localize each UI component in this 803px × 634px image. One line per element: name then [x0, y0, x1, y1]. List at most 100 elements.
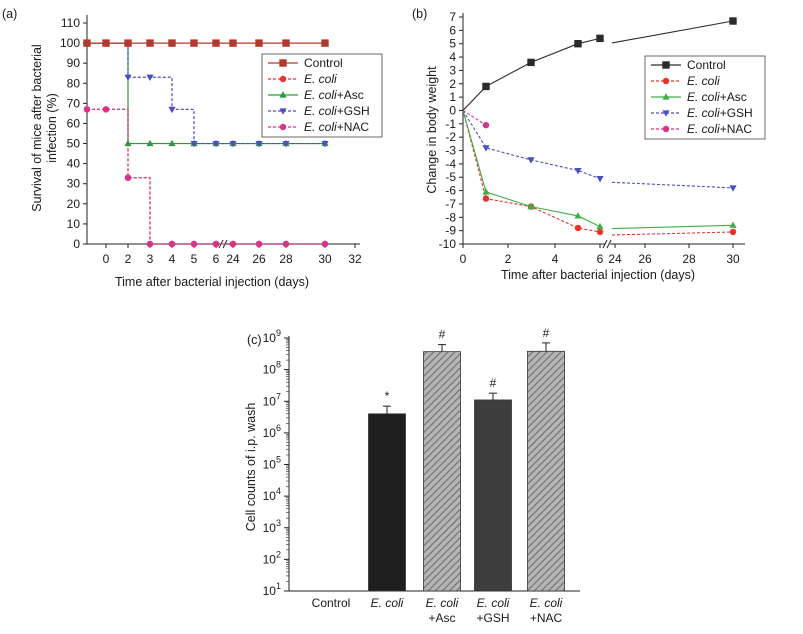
b-legend-marker-3	[662, 110, 670, 117]
b-series-2-point-3	[574, 212, 582, 219]
b-axis-break-1	[602, 239, 608, 249]
c-bar-2	[423, 351, 461, 592]
c-ytick-label-1: 102	[263, 549, 281, 566]
b-legend-marker-2	[662, 93, 670, 100]
a-legend-label-1: E. coli	[304, 72, 337, 86]
b-series-line-right-3	[611, 181, 734, 189]
a-series-4-point-4	[168, 240, 176, 248]
b-legend-marker-0	[662, 61, 670, 69]
c-annotation-3: #	[490, 376, 497, 390]
c-annotation-2: #	[439, 328, 446, 342]
b-ytick-label-10: 0	[449, 103, 456, 117]
b-ytick-label-13: 3	[449, 63, 456, 77]
panel-c-label: (c)	[247, 333, 262, 347]
a-xtick-label-10: 32	[348, 252, 362, 266]
a-axis-break-1	[218, 239, 224, 249]
b-legend: Control E. coli E. coli+Asc E. coli+GSH E. c…	[644, 55, 766, 140]
b-legend-marker-1	[662, 77, 670, 85]
a-series-0-point-8	[255, 39, 263, 47]
a-legend-marker-2	[279, 91, 287, 98]
b-ytick-label-3: -7	[445, 197, 456, 211]
a-ytick-label-0: 0	[73, 237, 80, 251]
a-series-2-point-2	[124, 139, 132, 147]
a-series-3-point-8	[255, 140, 263, 148]
b-series-2-point-4	[596, 222, 604, 230]
b-ytick-label-2: -8	[445, 210, 456, 224]
a-series-3-point-9	[282, 140, 290, 148]
b-xtick-label-4: 24	[608, 252, 622, 266]
c-ytick-label-2: 103	[263, 518, 281, 535]
a-series-2-point-3	[146, 139, 154, 147]
a-series-0-point-3	[146, 39, 154, 47]
b-xtick-label-0: 0	[460, 252, 467, 266]
a-xtick-label-9: 30	[318, 252, 332, 266]
a-legend: Control E. coli E. coli+Asc E. coli+GSH E. c…	[261, 53, 383, 138]
a-xtick-label-5: 6	[213, 252, 220, 266]
b-series-1-point-3	[574, 224, 582, 232]
a-x-axis-label: Time after bacterial injection (days)	[115, 275, 309, 289]
b-series-3-point-1	[482, 145, 490, 152]
a-series-4-point-1	[102, 106, 110, 113]
a-xtick-label-4: 5	[191, 252, 198, 266]
c-ytick-label-3: 104	[263, 486, 281, 503]
a-xtick-label-0: 0	[103, 252, 110, 266]
b-xtick-label-7: 30	[726, 252, 740, 266]
a-series-3-point-4	[168, 106, 176, 114]
a-series-3-point-10	[321, 140, 329, 148]
panel-a-label: (a)	[2, 7, 17, 21]
a-xtick-label-6: 24	[226, 252, 240, 266]
c-category-label-1: E. coli	[371, 596, 404, 610]
c-category-label-3: E. coli	[477, 596, 510, 610]
b-series-line-right-2	[611, 224, 734, 230]
b-series-0-point-3	[574, 40, 582, 48]
b-series-1-point-1	[482, 195, 490, 202]
b-series-4-point-1	[482, 121, 490, 129]
a-series-0-point-5	[190, 39, 198, 47]
a-y-axis-label-line1: Survival of mice after bacterial	[30, 44, 44, 211]
b-xtick-label-1: 2	[505, 252, 512, 266]
a-ytick-label-7: 70	[67, 96, 81, 110]
a-legend-label-2: E. coli+Asc	[304, 88, 364, 102]
b-series-line-left-4	[462, 110, 487, 126]
b-xtick-label-6: 28	[682, 252, 696, 266]
b-ytick-label-8: -2	[445, 130, 456, 144]
b-series-3-point-4	[596, 175, 604, 183]
a-xtick-label-2: 3	[147, 252, 154, 266]
c-ytick-label-7: 108	[263, 360, 281, 377]
c-bars-group: * # # #	[368, 326, 565, 592]
b-x-axis-label: Time after bacterial injection (days)	[501, 268, 695, 282]
c-category-sublabel-2: +Asc	[428, 611, 455, 625]
b-ytick-label-11: 1	[449, 90, 456, 104]
panel-a-survival-chart: 0 10 20 30 40 50 60 70 80 90 100 110 0 2 3 4 5 6 24 26 28 30 3…	[30, 15, 383, 289]
a-ytick-label-6: 60	[67, 116, 81, 130]
c-bar-3	[474, 399, 512, 592]
a-axes: 0 10 20 30 40 50 60 70 80 90 100 110 0 2 3 4 5 6 24 26 28 30 3…	[60, 15, 362, 266]
a-series-line-3	[87, 42, 325, 145]
a-legend-marker-1	[279, 75, 287, 83]
b-ytick-label-12: 2	[449, 77, 456, 91]
b-ytick-label-1: -9	[445, 224, 456, 238]
a-legend-marker-4	[279, 123, 287, 131]
c-category-sublabel-4: +NAC	[530, 611, 563, 625]
b-xtick-label-5: 26	[638, 252, 652, 266]
a-ytick-label-1: 10	[67, 217, 81, 231]
a-series-0-point-7	[229, 39, 237, 47]
a-xtick-label-8: 28	[279, 252, 293, 266]
b-series-1-point-4	[596, 228, 604, 236]
b-xtick-label-3: 6	[597, 252, 604, 266]
b-legend-marker-4	[662, 125, 670, 133]
b-series-2-point-5	[729, 221, 737, 228]
b-series-3-point-2	[527, 157, 535, 164]
a-legend-marker-3	[279, 108, 287, 115]
c-ytick-label-6: 107	[263, 391, 281, 408]
b-series-0-point-1	[482, 82, 490, 91]
b-legend-label-2: E. coli+Asc	[687, 90, 747, 104]
a-ytick-label-2: 20	[67, 197, 81, 211]
c-ytick-label-0: 101	[263, 581, 281, 598]
b-series-line-right-0	[611, 20, 734, 44]
panel-b-label: (b)	[412, 7, 427, 21]
b-series-2-point-2	[527, 202, 535, 210]
c-bar-1	[368, 413, 406, 592]
a-xtick-label-3: 4	[169, 252, 176, 266]
